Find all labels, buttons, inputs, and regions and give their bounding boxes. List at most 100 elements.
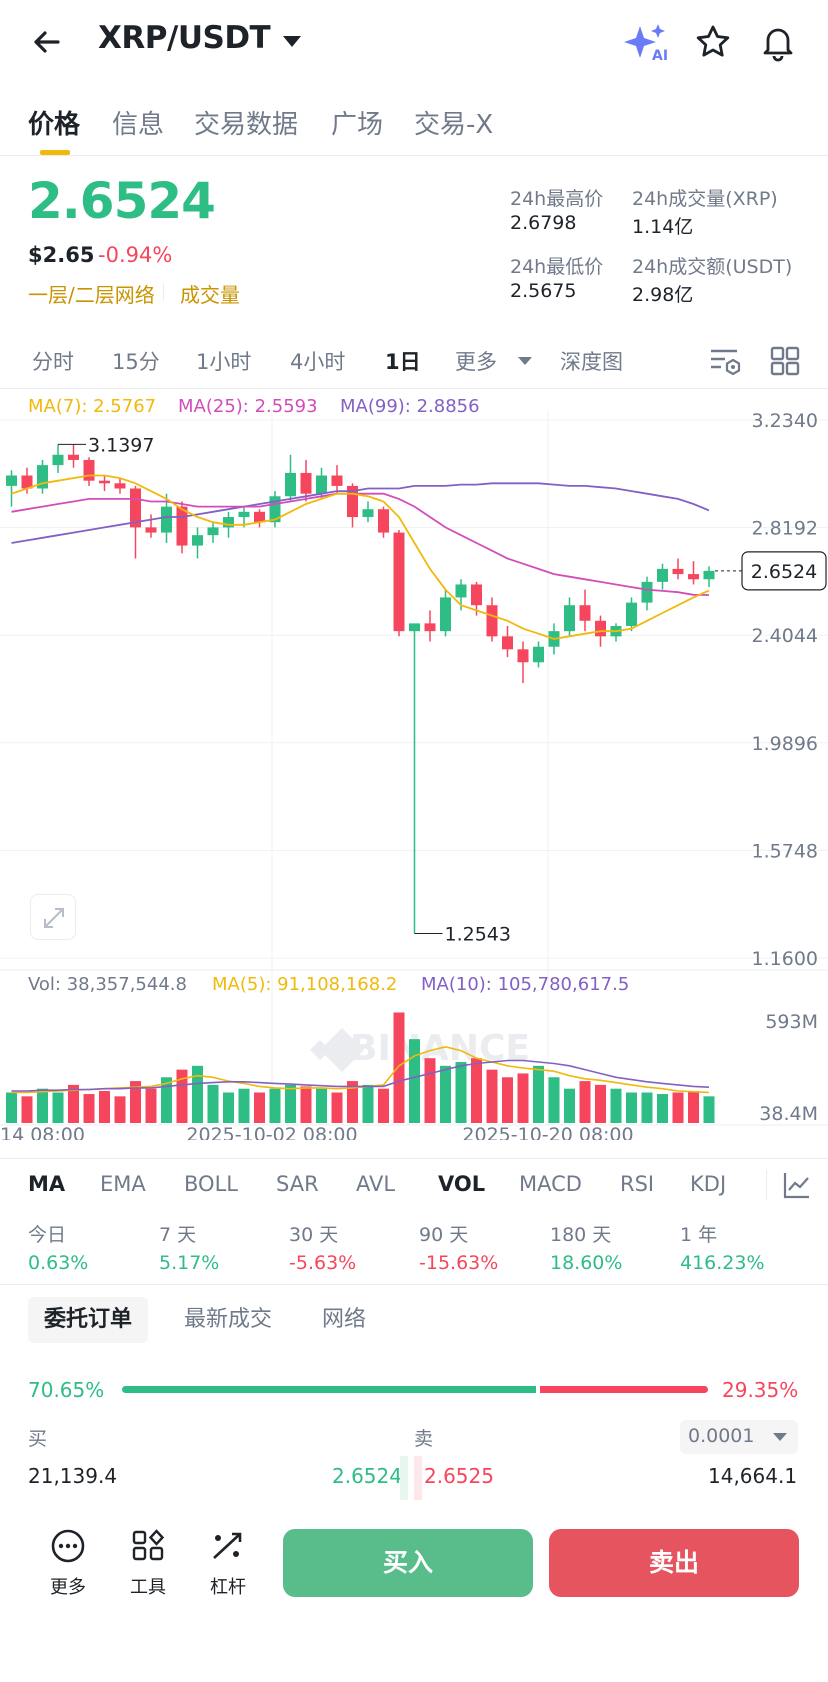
back-icon[interactable]	[28, 22, 68, 62]
volume-bar	[548, 1077, 560, 1123]
ind-vol[interactable]: VOL	[438, 1172, 486, 1196]
candle-body	[455, 584, 467, 598]
layout-grid-icon[interactable]	[768, 344, 802, 378]
tab-trade-x[interactable]: 交易-X	[414, 110, 494, 140]
tf-line[interactable]: 分时	[32, 350, 74, 374]
tf-more[interactable]: 更多	[455, 350, 497, 374]
ind-ema[interactable]: EMA	[100, 1172, 146, 1196]
volume-bar	[285, 1084, 296, 1123]
high-marker-label: 3.1397	[88, 434, 154, 456]
current-price-tag-label: 2.6524	[751, 561, 817, 583]
star-icon[interactable]	[693, 22, 733, 62]
volume-bar	[424, 1058, 436, 1123]
tab-trading-data[interactable]: 交易数据	[194, 110, 299, 140]
last-price: 2.6524	[28, 172, 216, 230]
low-marker-label: 1.2543	[445, 924, 511, 946]
volume-bar	[641, 1092, 653, 1123]
tab-square[interactable]: 广场	[331, 110, 384, 140]
sell-button[interactable]: 卖出	[549, 1529, 799, 1597]
tf-depth[interactable]: 深度图	[560, 350, 623, 374]
candle-body	[192, 535, 203, 546]
ma7-line	[11, 474, 710, 640]
tab-orderbook[interactable]: 委托订单	[28, 1297, 149, 1343]
leverage-label[interactable]: 杠杆	[210, 1577, 246, 1598]
leverage-icon[interactable]	[198, 1526, 258, 1574]
price-tick-label: 1.1600	[752, 948, 818, 970]
tab-price[interactable]: 价格	[28, 110, 81, 140]
volume-bar	[378, 1088, 389, 1123]
more-icon[interactable]	[38, 1526, 98, 1574]
ind-kdj[interactable]: KDJ	[690, 1172, 727, 1196]
candle-body	[517, 649, 529, 663]
vol-xrp-label: 24h成交量(XRP)	[632, 188, 778, 210]
ind-avl[interactable]: AVL	[356, 1172, 396, 1196]
pair-title[interactable]: XRP/USDT	[98, 20, 271, 56]
tf-1h[interactable]: 1小时	[196, 350, 252, 374]
price-change: -0.94%	[98, 243, 173, 267]
volume-bar	[517, 1073, 529, 1123]
divider	[163, 283, 164, 301]
volume-bar	[192, 1065, 203, 1123]
volume-bar	[672, 1092, 684, 1123]
tab-info[interactable]: 信息	[112, 110, 165, 140]
volume-bar	[176, 1069, 188, 1123]
candle-body	[6, 475, 17, 486]
price-tick-label: 1.9896	[752, 733, 818, 755]
tools-icon[interactable]	[118, 1526, 178, 1574]
buy-ratio-bar	[122, 1386, 536, 1393]
ma7-legend: MA(7): 2.5767	[28, 396, 157, 417]
candle-body	[223, 517, 234, 528]
ind-rsi[interactable]: RSI	[620, 1172, 655, 1196]
ind-ma[interactable]: MA	[28, 1172, 66, 1196]
caret-down-icon[interactable]	[280, 30, 304, 54]
tf-4h[interactable]: 4小时	[290, 350, 346, 374]
candle-body	[52, 454, 64, 466]
buy-column-label: 买	[28, 1428, 48, 1450]
network-link[interactable]: 一层/二层网络	[28, 283, 155, 307]
tf-15m[interactable]: 15分	[112, 350, 160, 374]
candle-body	[300, 472, 312, 494]
candle-body	[68, 454, 79, 460]
ind-sar[interactable]: SAR	[276, 1172, 319, 1196]
ma99-legend: MA(99): 2.8856	[340, 396, 480, 417]
price-tick-label: 2.4044	[752, 625, 818, 647]
bid-price[interactable]: 2.6524	[332, 1464, 402, 1488]
ind-macd[interactable]: MACD	[519, 1172, 582, 1196]
perf-value: 5.17%	[159, 1252, 220, 1274]
bid-depth-bar	[400, 1456, 408, 1500]
ask-price[interactable]: 2.6525	[424, 1464, 494, 1488]
tab-recent-trades[interactable]: 最新成交	[184, 1307, 273, 1332]
candle-body	[657, 568, 668, 582]
caret-down-icon[interactable]	[516, 352, 534, 370]
candle-body	[207, 527, 219, 536]
indicator-chart-icon[interactable]	[782, 1170, 812, 1200]
ask-depth-bar	[414, 1456, 422, 1500]
more-label[interactable]: 更多	[50, 1577, 86, 1598]
chart-settings-icon[interactable]	[708, 344, 742, 378]
candle-body	[145, 527, 157, 533]
buy-button[interactable]: 买入	[283, 1529, 533, 1597]
low-value: 2.5675	[510, 280, 577, 302]
candle-body	[486, 605, 498, 637]
candlestick-chart[interactable]: BINANCE 3.23402.81922.40441.98961.57481.…	[0, 410, 828, 1140]
bell-icon[interactable]	[758, 22, 798, 62]
precision-select[interactable]: 0.0001	[680, 1420, 798, 1454]
ind-boll[interactable]: BOLL	[184, 1172, 238, 1196]
expand-icon	[44, 908, 64, 928]
volume-bar	[440, 1065, 451, 1123]
volume-bar	[37, 1088, 48, 1123]
ai-sparkle-icon[interactable]: AI	[624, 20, 672, 64]
main-tabs: 价格 信息 交易数据 广场 交易-X	[0, 96, 828, 156]
tab-network[interactable]: 网络	[322, 1307, 367, 1332]
tf-1d[interactable]: 1日	[385, 350, 421, 374]
volume-bar	[114, 1096, 126, 1123]
volume-bar	[68, 1084, 79, 1123]
candle-body	[409, 623, 420, 632]
vol-ma10-line	[11, 1059, 710, 1092]
candle-body	[37, 465, 48, 489]
divider	[0, 1284, 828, 1285]
candle-body	[533, 646, 544, 663]
tools-label[interactable]: 工具	[130, 1577, 166, 1598]
fullscreen-button[interactable]	[30, 894, 76, 940]
volume-link[interactable]: 成交量	[180, 283, 240, 307]
